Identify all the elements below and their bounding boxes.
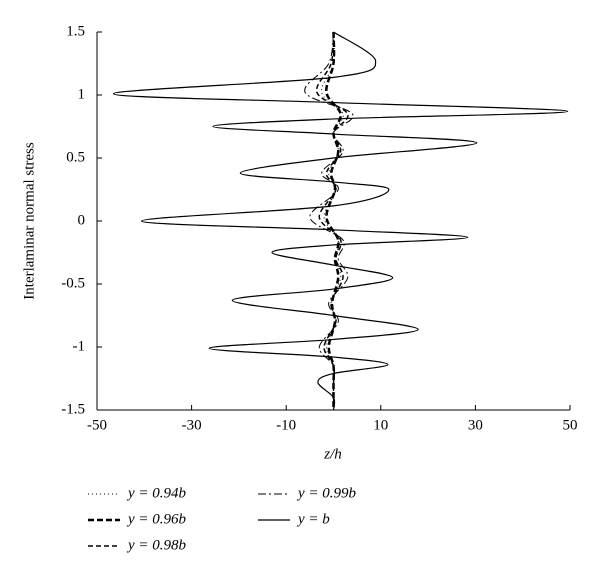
x-tick-label: -50	[87, 417, 107, 433]
legend-label: y = 0.98b	[126, 537, 187, 553]
y-tick-label: -1.5	[61, 401, 85, 417]
legend-label: y = 0.99b	[296, 485, 357, 501]
legend-label: y = 0.96b	[126, 511, 187, 527]
legend-label: y = b	[296, 511, 330, 527]
x-tick-label: 10	[373, 417, 388, 433]
y-tick-label: 0.5	[66, 149, 85, 165]
legend-label: y = 0.94b	[126, 485, 187, 501]
y-tick-label: 0	[78, 212, 86, 228]
series-line	[112, 31, 569, 411]
x-tick-label: 50	[563, 417, 578, 433]
y-tick-label: 1	[78, 86, 86, 102]
series-line	[325, 31, 342, 410]
x-tick-label: -10	[276, 417, 296, 433]
x-tick-label: -30	[182, 417, 202, 433]
x-axis-label: z/h	[323, 446, 342, 462]
y-tick-label: -1	[73, 338, 86, 354]
y-tick-label: -0.5	[61, 275, 85, 291]
y-tick-label: 1.5	[66, 23, 85, 39]
y-axis-label: Interlaminar normal stress	[21, 142, 37, 300]
series-line	[321, 31, 344, 410]
x-tick-label: 30	[468, 417, 483, 433]
